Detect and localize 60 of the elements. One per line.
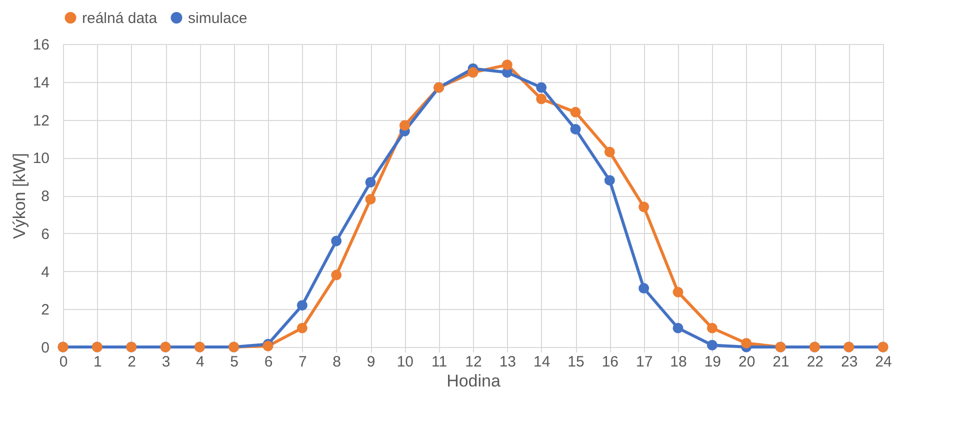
x-tick-label: 21 xyxy=(772,354,790,370)
point xyxy=(570,106,581,118)
x-tick-label: 12 xyxy=(465,354,482,370)
y-tick-label: 8 xyxy=(41,188,50,205)
point xyxy=(365,177,376,188)
x-tick-label: 0 xyxy=(59,354,68,370)
x-tick-label: 1 xyxy=(93,354,102,370)
x-tick-label: 19 xyxy=(704,354,722,370)
y-tick-label: 10 xyxy=(32,150,50,168)
x-tick-label: 14 xyxy=(533,354,550,370)
x-tick-label: 8 xyxy=(332,354,342,370)
point xyxy=(536,82,547,93)
x-tick-label: 24 xyxy=(875,354,892,370)
x-tick-label: 16 xyxy=(602,354,619,370)
y-tick-label: 4 xyxy=(41,264,50,281)
point xyxy=(399,120,410,131)
x-tick-label: 13 xyxy=(499,354,516,370)
y-tick-label: 2 xyxy=(41,302,50,319)
point xyxy=(468,67,478,78)
point xyxy=(638,202,650,212)
y-tick-label: 6 xyxy=(41,226,50,243)
x-axis-title: Hodina xyxy=(446,372,501,390)
x-tick-label: 2 xyxy=(128,354,136,370)
point xyxy=(638,283,650,294)
point xyxy=(741,338,752,348)
x-tick-label: 10 xyxy=(396,354,414,370)
x-tick-label: 9 xyxy=(366,354,376,370)
point xyxy=(706,340,718,350)
y-tick-label: 16 xyxy=(32,36,50,54)
x-tick-label: 18 xyxy=(670,354,687,370)
point xyxy=(502,60,512,70)
x-tick-label: 23 xyxy=(840,354,858,370)
x-tick-label: 22 xyxy=(806,354,824,370)
x-tick-label: 17 xyxy=(636,354,653,370)
x-tick-label: 11 xyxy=(432,354,448,370)
point xyxy=(570,124,581,134)
point xyxy=(604,146,615,158)
legend-label: simulace xyxy=(188,10,248,27)
point xyxy=(365,194,376,205)
point xyxy=(296,322,308,334)
y-tick-label: 12 xyxy=(32,112,50,130)
x-tick-label: 15 xyxy=(568,354,584,370)
x-tick-label: 3 xyxy=(162,354,170,370)
point xyxy=(331,236,342,246)
y-axis-title: Výkon [kW] xyxy=(10,153,29,239)
point xyxy=(296,300,308,311)
x-tick-label: 7 xyxy=(298,354,307,370)
y-tick-label: 14 xyxy=(32,74,50,92)
point xyxy=(536,94,547,104)
x-tick-label: 4 xyxy=(196,354,204,370)
point xyxy=(331,270,342,280)
point xyxy=(672,322,684,334)
x-tick-label: 6 xyxy=(264,354,273,370)
y-tick-label: 0 xyxy=(41,340,50,356)
point xyxy=(604,175,615,186)
point xyxy=(672,286,684,298)
x-tick-label: 5 xyxy=(230,354,239,370)
legend-label: reálná data xyxy=(82,10,158,27)
x-tick-label: 20 xyxy=(738,354,756,370)
point xyxy=(706,322,718,334)
